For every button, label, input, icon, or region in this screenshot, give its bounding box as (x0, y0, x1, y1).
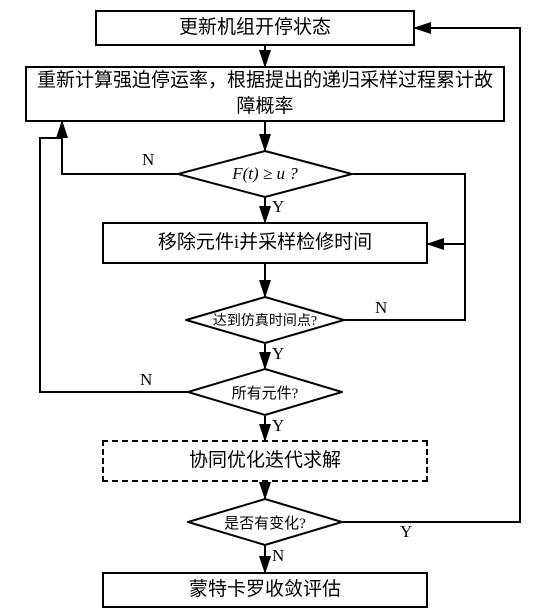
node-remove-sample: 移除元件i并采样检修时间 (102, 222, 428, 264)
node-co-optimize: 协同优化迭代求解 (102, 440, 428, 482)
label-d2-Y: Y (272, 344, 284, 364)
node-monte-carlo: 蒙特卡罗收敛评估 (102, 572, 428, 608)
label-d1-Y: Y (272, 197, 284, 217)
node-label: 蒙特卡罗收敛评估 (189, 577, 341, 603)
label-d3-Y: Y (272, 416, 284, 436)
node-label: 更新机组开停状态 (179, 15, 331, 41)
decision-sim-time: 达到仿真时间点? (185, 296, 345, 344)
node-recalc-rate: 重新计算强迫停运率，根据提出的递归采样过程累计故障概率 (25, 66, 505, 122)
node-label: 移除元件i并采样检修时间 (158, 230, 372, 256)
decision-ft-ge-u: F(t) ≥ u ? (177, 150, 353, 198)
node-update-state: 更新机组开停状态 (95, 10, 415, 46)
node-label: 协同优化迭代求解 (189, 448, 341, 474)
label-d4-N: N (272, 546, 284, 566)
label-d1-N: N (142, 150, 154, 170)
decision-all-components: 所有元件? (187, 368, 343, 416)
label-d3-N: N (140, 370, 152, 390)
label-d4-Y: Y (400, 522, 412, 542)
label-d2-N: N (375, 298, 387, 318)
decision-any-change: 是否有变化? (187, 498, 343, 546)
node-label: 重新计算强迫停运率，根据提出的递归采样过程累计故障概率 (33, 68, 497, 119)
